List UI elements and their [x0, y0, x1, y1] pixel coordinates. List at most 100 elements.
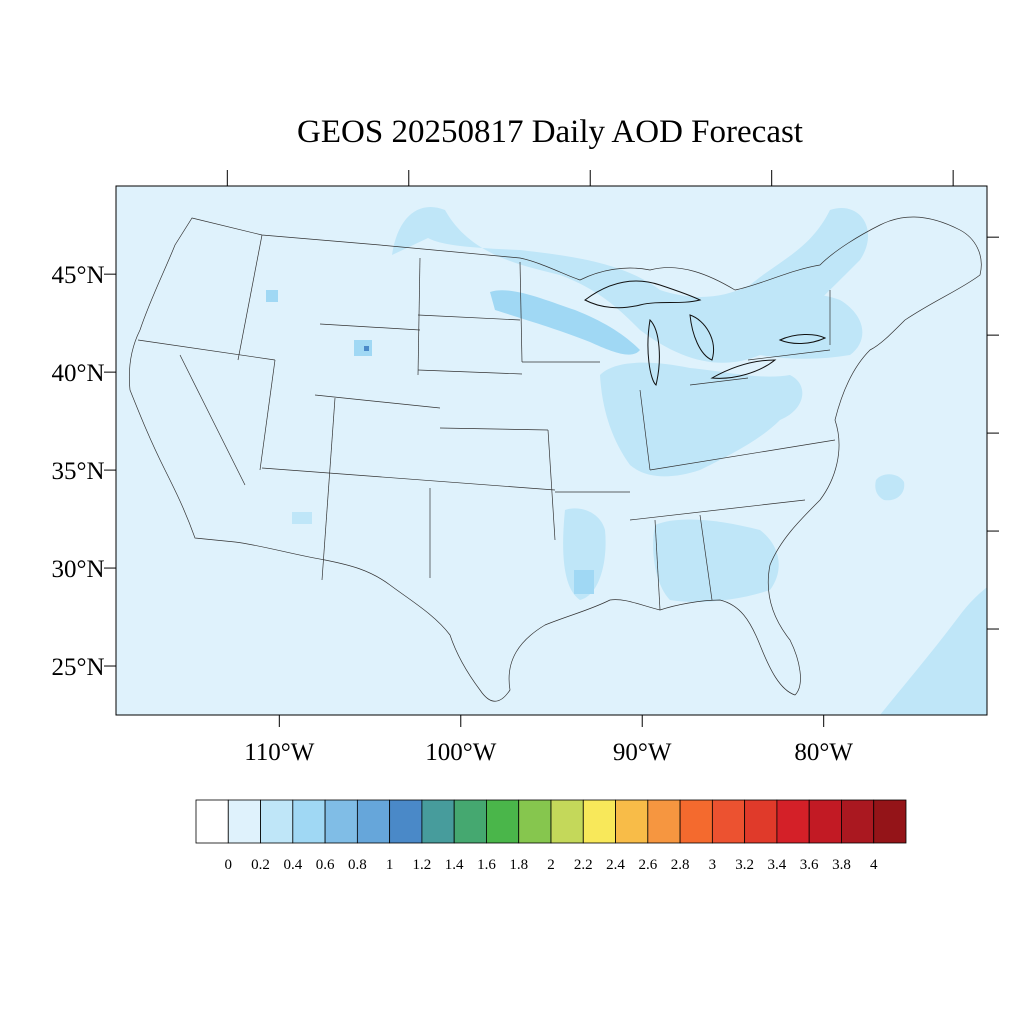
colorbar-swatch	[744, 799, 778, 844]
aod-hotspot-idaho	[266, 290, 278, 302]
colorbar-swatch	[453, 799, 487, 844]
border-al-ga	[699, 514, 713, 601]
map-frame	[115, 185, 988, 716]
border-ne-ks	[439, 427, 549, 431]
colorbar-label: 1.2	[413, 857, 432, 873]
colorbar-label: 3	[709, 857, 717, 873]
border-ms-al	[654, 519, 661, 611]
border-tn-south	[629, 499, 806, 521]
colorbar-swatch	[324, 799, 358, 844]
longitude-labels: 110°W 100°W 90°W 80°W	[244, 739, 853, 766]
us-outline	[128, 216, 982, 702]
aod-region-northeast	[720, 294, 863, 359]
lat-label: 35°N	[51, 458, 104, 485]
map-panel	[115, 185, 988, 716]
colorbar-label: 2.2	[574, 857, 593, 873]
colorbar-label: 3.6	[800, 857, 819, 873]
colorbar-label: 1	[386, 857, 394, 873]
colorbar-swatch	[873, 799, 907, 844]
colorbar-label: 2	[547, 857, 555, 873]
border-dakotas-west	[417, 257, 421, 376]
colorbar-label: 3.4	[768, 857, 787, 873]
border-or-ca	[137, 339, 276, 361]
colorbar-swatch	[582, 799, 616, 844]
great-lakes	[584, 280, 827, 386]
border-ky-tn	[649, 439, 836, 471]
colorbar-label: 0.4	[283, 857, 302, 873]
lat-label: 45°N	[51, 262, 104, 289]
aod-hotspot-louisiana	[574, 570, 594, 594]
lon-label: 100°W	[425, 739, 496, 766]
colorbar-label: 1.8	[509, 857, 528, 873]
aod-hotspot-arizona	[292, 512, 312, 524]
border-az-nm	[321, 397, 336, 581]
lat-label: 40°N	[51, 360, 104, 387]
lake-huron	[689, 314, 714, 361]
lake-superior	[584, 280, 702, 309]
aod-region-atlantic-patch	[875, 474, 905, 501]
border-nv-ut	[259, 359, 276, 471]
aod-region-lower-mississippi	[563, 508, 606, 600]
colorbar-label: 0	[225, 857, 233, 873]
colorbar-label: 1.4	[445, 857, 464, 873]
colorbar-label: 0.8	[348, 857, 367, 873]
colorbar-swatch	[679, 799, 713, 844]
aod-shading	[266, 207, 987, 715]
border-ca-nv	[179, 354, 246, 486]
colorbar-swatch	[195, 799, 229, 844]
colorbar-swatch	[421, 799, 455, 844]
colorbar-label: 3.2	[735, 857, 754, 873]
lake-erie	[710, 359, 777, 379]
colorbar-label: 4	[870, 857, 878, 873]
lat-label: 30°N	[51, 556, 104, 583]
colorbar	[195, 799, 907, 844]
colorbar-swatch	[356, 799, 391, 844]
aod-region-atlantic-southeast	[880, 587, 987, 715]
colorbar-swatch	[260, 799, 294, 844]
colorbar-swatch	[808, 799, 842, 844]
colorbar-swatch	[615, 799, 649, 844]
colorbar-swatch	[550, 799, 584, 844]
state-boundaries	[128, 216, 982, 702]
aod-region-great-lakes	[600, 362, 803, 477]
border-il-in	[639, 389, 651, 471]
aod-region-southeast	[653, 519, 779, 602]
lake-michigan	[647, 318, 660, 386]
colorbar-swatch	[227, 799, 261, 844]
border-nd-sd	[417, 314, 521, 321]
border-pa-north	[747, 349, 831, 361]
border-wy-north	[319, 323, 421, 331]
axis-ticks	[104, 170, 999, 727]
colorbar-swatch	[841, 799, 875, 844]
map-title: GEOS 20250817 Daily AOD Forecast	[297, 114, 803, 150]
lake-ontario	[778, 334, 827, 344]
border-wy-co	[314, 394, 441, 409]
colorbar-labels: 0 0.2 0.4 0.6 0.8 1 1.2 1.4 1.6 1.8 2 2.2 2.4 2.6 2.8 3…	[225, 857, 878, 873]
aod-hotspot-wyoming-core	[364, 346, 369, 351]
colorbar-label: 0.2	[251, 857, 270, 873]
colorbar-swatch	[292, 799, 326, 844]
colorbar-label: 3.8	[832, 857, 851, 873]
colorbar-swatch	[647, 799, 681, 844]
colorbar-label: 2.8	[671, 857, 690, 873]
border-sd-ne	[417, 369, 523, 375]
border-oh-north	[689, 377, 749, 386]
border-southwest	[261, 467, 556, 491]
colorbar-swatch	[711, 799, 746, 844]
lon-label: 110°W	[244, 739, 315, 766]
colorbar-swatch	[389, 799, 423, 844]
colorbar-swatch	[518, 799, 552, 844]
border-mo-ar-west	[547, 429, 556, 541]
border-id	[237, 234, 263, 361]
colorbar-label: 2.6	[638, 857, 657, 873]
border-mn-west	[519, 261, 523, 363]
aod-hotspot-wyoming	[354, 340, 372, 356]
colorbar-label: 2.4	[606, 857, 625, 873]
colorbar-label: 1.6	[477, 857, 496, 873]
aod-region-north-dakota-plume	[490, 290, 640, 355]
colorbar-swatch	[776, 799, 810, 844]
lon-label: 80°W	[794, 739, 853, 766]
colorbar-swatch	[486, 799, 520, 844]
